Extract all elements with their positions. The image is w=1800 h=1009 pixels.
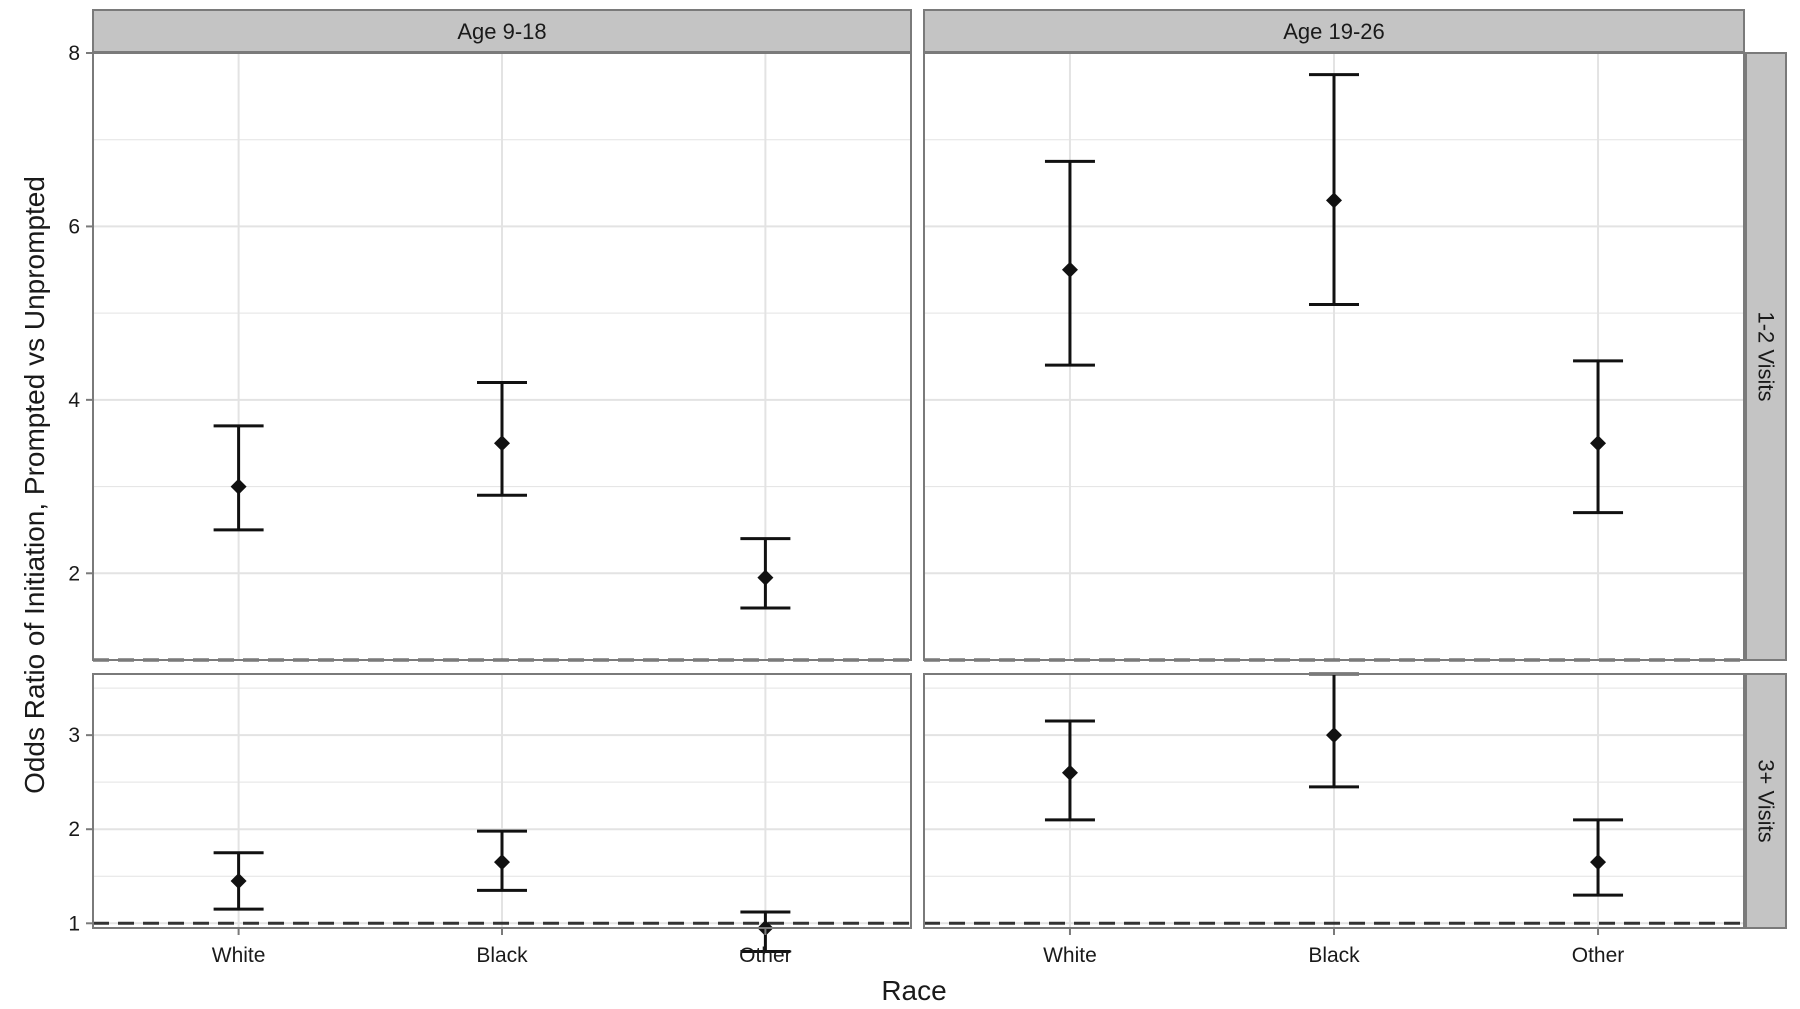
- x-tick-label-white: White: [212, 944, 266, 967]
- y-tick-label-1-2-visits: 8: [68, 42, 80, 65]
- facet-strip-age-19-26: [923, 9, 1745, 53]
- y-tick-label-1-2-visits: 2: [68, 562, 80, 585]
- reference-layer: [93, 658, 1744, 925]
- x-axis-title: Race: [881, 975, 946, 1006]
- x-tick-label-black: Black: [476, 944, 528, 967]
- x-tick-label-other: Other: [1572, 944, 1625, 967]
- y-tick-label-1-2-visits: 4: [68, 389, 80, 412]
- grid-layer: [93, 52, 1744, 928]
- facet-strip-label-age-9-18: Age 9-18: [457, 19, 546, 44]
- text-layer: Age 9-18 Age 19-26 1-2 Visits 3+ Visits 2 4 6 8…: [68, 19, 1778, 967]
- point-age-19-26-3-visits-black: [1326, 727, 1342, 744]
- point-age-9-18-1-2-visits-white: [230, 478, 247, 495]
- marks-layer: [213, 73, 1624, 954]
- point-age-9-18-3-visits-white: [230, 872, 247, 889]
- x-tick-label-other: Other: [739, 944, 792, 967]
- facet-strip-label-3-visits: 3+ Visits: [1754, 759, 1779, 842]
- facet-strip-age-9-18: [92, 9, 912, 53]
- point-age-19-26-1-2-visits-white: [1061, 261, 1078, 278]
- point-age-19-26-3-visits-other: [1590, 854, 1607, 871]
- x-tick-label-white: White: [1043, 944, 1097, 967]
- x-tick-label-black: Black: [1308, 944, 1360, 967]
- frames-layer: [86, 9, 1787, 935]
- point-age-9-18-3-visits-black: [494, 854, 510, 871]
- point-age-19-26-1-2-visits-black: [1326, 192, 1342, 209]
- facet-strip-1-2-visits: [1745, 52, 1787, 661]
- facet-strip-3-visits: [1745, 673, 1787, 929]
- y-tick-label-1-2-visits: 6: [68, 215, 80, 238]
- point-age-9-18-1-2-visits-other: [757, 569, 774, 586]
- point-age-9-18-1-2-visits-black: [494, 435, 510, 452]
- facet-strip-label-age-19-26: Age 19-26: [1283, 19, 1385, 44]
- facet-strip-label-1-2-visits: 1-2 Visits: [1754, 311, 1779, 401]
- point-age-19-26-3-visits-white: [1061, 764, 1078, 781]
- y-tick-label-3-visits: 3: [68, 724, 80, 747]
- y-axis-title: Odds Ratio of Initiation, Prompted vs Un…: [19, 176, 50, 794]
- y-tick-label-3-visits: 2: [68, 818, 80, 841]
- y-tick-label-3-visits: 1: [68, 912, 80, 935]
- point-age-19-26-1-2-visits-other: [1590, 435, 1607, 452]
